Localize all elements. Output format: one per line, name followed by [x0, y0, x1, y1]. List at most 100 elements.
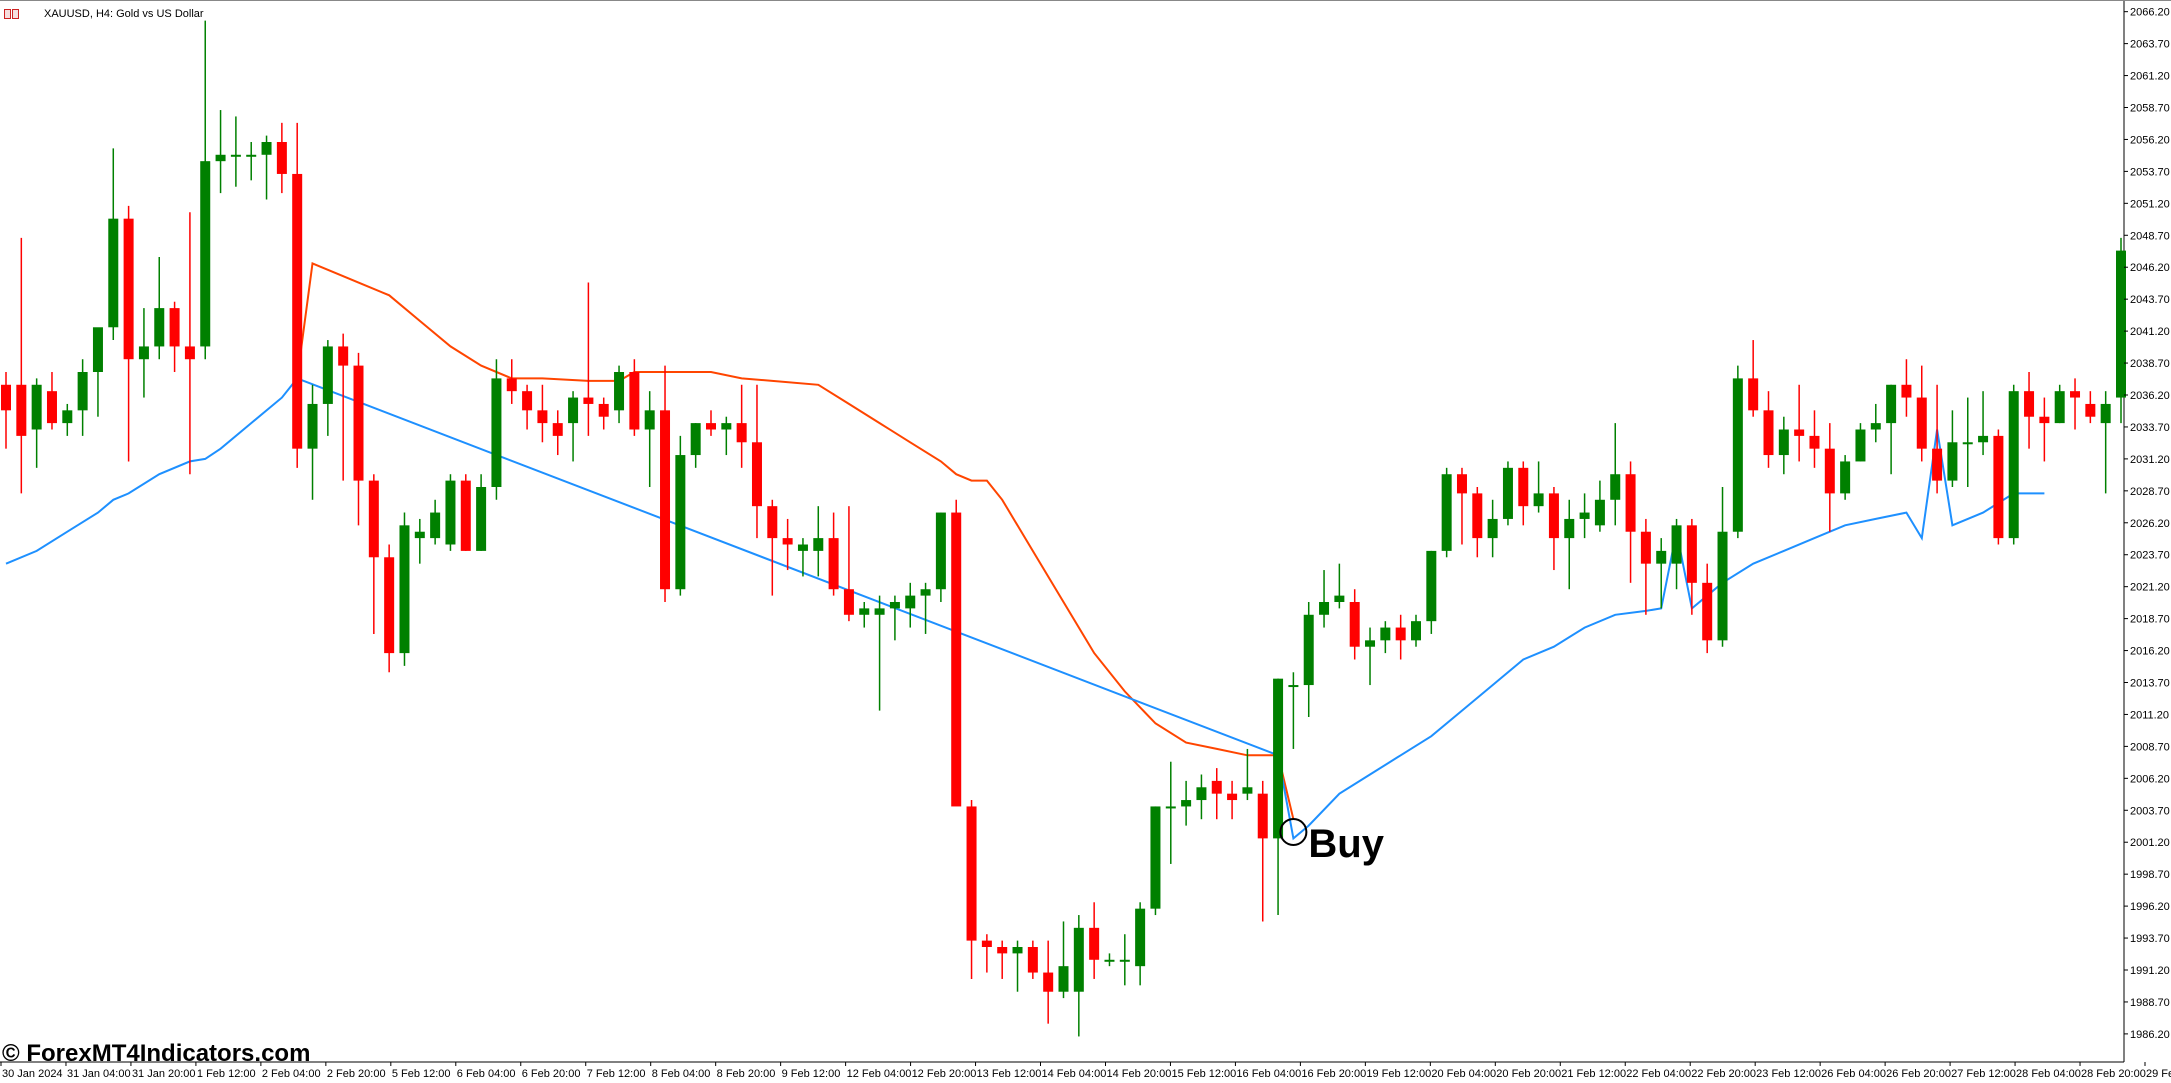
candle-body — [813, 538, 824, 551]
candle-body — [276, 142, 287, 174]
candle-body — [2054, 391, 2065, 424]
bull-candle — [1717, 487, 1728, 647]
candle-body — [1150, 806, 1161, 909]
candle-body — [721, 423, 732, 430]
price-tick-label: 2021.20 — [2130, 582, 2170, 594]
price-tick-label: 2048.70 — [2130, 230, 2170, 242]
bull-candle — [2116, 237, 2126, 424]
bear-candle — [1932, 384, 1943, 494]
candle-body — [1165, 806, 1176, 809]
price-tick-label: 2006.20 — [2130, 773, 2170, 785]
bull-candle — [1778, 416, 1789, 475]
bull-candle — [108, 148, 119, 341]
bull-candle — [1533, 461, 1544, 513]
price-tick-label: 2043.70 — [2130, 294, 2170, 306]
candle-body — [1441, 474, 1452, 551]
candle-body — [2024, 391, 2035, 417]
time-tick-label: 9 Feb 12:00 — [782, 1068, 841, 1080]
bear-candle — [1395, 614, 1406, 660]
candle-body — [1610, 474, 1621, 500]
bear-candle — [598, 397, 609, 430]
candle-body — [1518, 467, 1529, 507]
bear-candle — [2024, 372, 2035, 449]
bull-candle — [1334, 563, 1345, 609]
bull-candle — [1058, 921, 1069, 999]
candle-body — [322, 346, 333, 404]
candle-body — [1288, 685, 1299, 688]
bear-candle — [16, 237, 27, 494]
bear-candle — [123, 205, 134, 462]
candle-body — [138, 346, 149, 360]
bull-candle — [1426, 550, 1437, 634]
candle-body — [1809, 435, 1820, 449]
price-tick-label: 1996.20 — [2130, 901, 2170, 913]
bear-candle — [169, 301, 180, 372]
bull-candle — [1441, 467, 1452, 558]
candle-body — [1947, 442, 1958, 481]
candle-body — [1242, 787, 1253, 794]
candle-body — [568, 397, 579, 424]
candle-body — [736, 423, 747, 443]
candle-body — [31, 384, 42, 430]
bear-candle — [1763, 391, 1774, 468]
bear-candle — [2070, 378, 2081, 430]
price-tick-label: 2031.20 — [2130, 454, 2170, 466]
bull-candle — [797, 538, 808, 577]
candle-body — [552, 423, 563, 436]
candle-body — [889, 602, 900, 609]
time-tick-label: 20 Feb 20:00 — [1496, 1068, 1561, 1080]
price-tick-label: 2061.20 — [2130, 71, 2170, 83]
candle-body — [1533, 493, 1544, 507]
candle-body — [1365, 640, 1376, 647]
candle-body — [1456, 474, 1467, 494]
time-tick-label: 23 Feb 12:00 — [1756, 1068, 1821, 1080]
bull-candle — [1135, 902, 1146, 986]
bull-candle — [1947, 410, 1958, 487]
candle-body — [1426, 550, 1437, 622]
bear-candle — [1901, 359, 1912, 417]
bull-candle — [1978, 391, 1989, 456]
candle-body — [1962, 442, 1973, 445]
bear-candle — [46, 372, 57, 430]
bull-candle — [1150, 806, 1161, 916]
candle-body — [476, 487, 487, 551]
bear-candle — [1686, 518, 1697, 615]
candle-body — [1, 384, 11, 411]
candle-body — [414, 531, 425, 539]
buy-signal: Buy — [1279, 818, 1385, 866]
candle-body — [1901, 384, 1912, 398]
bull-candle — [399, 512, 410, 666]
time-tick-label: 28 Feb 04:00 — [2016, 1068, 2081, 1080]
candle-body — [1870, 423, 1881, 430]
time-tick-label: 19 Feb 12:00 — [1366, 1068, 1431, 1080]
bear-candle — [706, 410, 716, 436]
candle-body — [1763, 410, 1774, 456]
candle-body — [1411, 621, 1421, 641]
bull-candle — [1610, 423, 1621, 526]
candle-body — [338, 346, 349, 366]
bull-candle — [935, 512, 946, 602]
time-tick-label: 16 Feb 20:00 — [1301, 1068, 1366, 1080]
price-tick-label: 2008.70 — [2130, 741, 2170, 753]
bear-candle — [1043, 940, 1054, 1024]
bear-candle — [353, 352, 364, 526]
bull-candle — [1564, 499, 1575, 590]
candle-body — [1564, 518, 1575, 539]
price-tick-label: 2058.70 — [2130, 103, 2170, 115]
time-tick-label: 31 Jan 04:00 — [67, 1068, 131, 1080]
bull-candle — [1656, 538, 1667, 609]
time-tick-label: 2 Feb 20:00 — [327, 1068, 386, 1080]
candle-body — [77, 372, 88, 411]
bear-candle — [1748, 340, 1759, 417]
price-tick-label: 1991.20 — [2130, 965, 2170, 977]
buy-signal-marker — [1279, 818, 1308, 846]
bull-candle — [1840, 455, 1851, 500]
candle-body — [292, 173, 303, 449]
bull-candle — [905, 582, 916, 628]
candle-body — [1227, 793, 1238, 801]
candle-body — [751, 442, 762, 507]
candle-body — [951, 512, 962, 807]
time-tick-label: 15 Feb 12:00 — [1171, 1068, 1236, 1080]
candle-body — [154, 308, 165, 347]
